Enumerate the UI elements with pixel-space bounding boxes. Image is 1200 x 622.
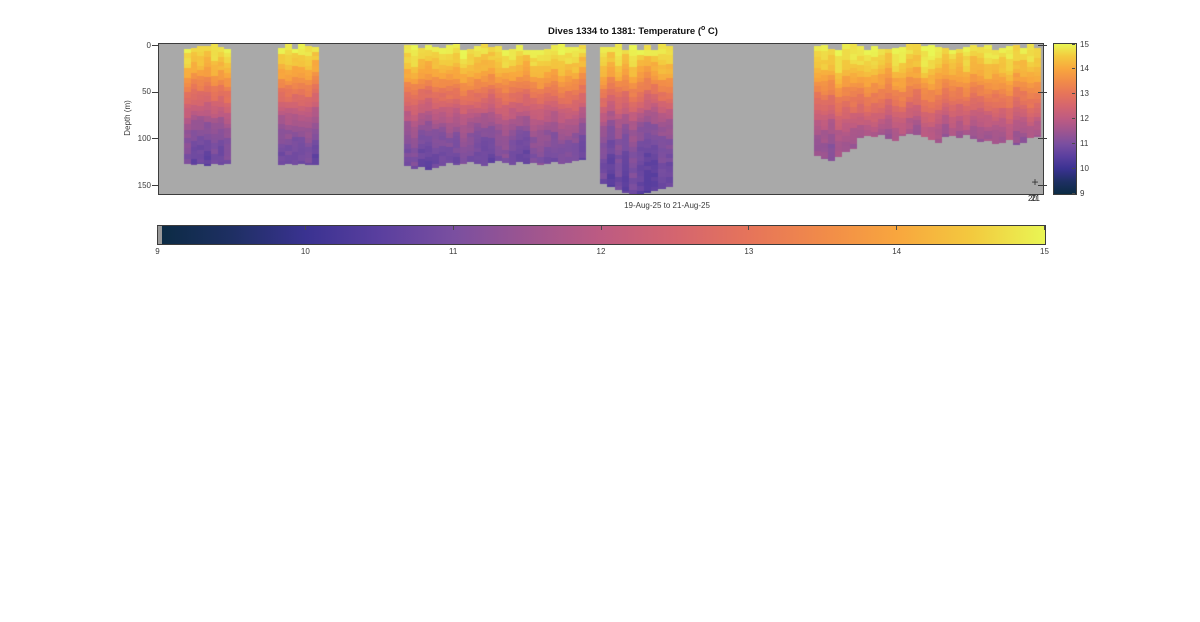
degree-superscript: o xyxy=(701,25,706,32)
colorbar-v-tick-10 xyxy=(1072,167,1075,169)
colorbar-v-label-9: 9 xyxy=(1080,188,1085,198)
colorbar-h-label-15: 15 xyxy=(1040,247,1049,256)
colorbar-h-label-13: 13 xyxy=(744,247,754,256)
plot-title-suffix: C) xyxy=(705,26,718,38)
colorbar-v-label-10: 10 xyxy=(1080,163,1089,173)
colorbar-h-tick-9 xyxy=(157,226,158,230)
y-tick-mark-100 xyxy=(152,138,158,140)
colorbar-h-tick-14 xyxy=(896,226,898,230)
plot-title: Dives 1334 to 1381: Temperature (o C) xyxy=(433,25,833,37)
right-tick-mark-100 xyxy=(1038,138,1047,140)
x-tick-label-21: 21 xyxy=(1031,194,1040,203)
y-tick-label-0: 0 xyxy=(146,40,151,50)
colorbar-under-range-segment xyxy=(158,226,162,244)
colorbar-v-tick-14 xyxy=(1072,68,1075,70)
x-axis-label: 19-Aug-25 to 21-Aug-25 xyxy=(624,201,710,210)
colorbar-vertical xyxy=(1053,43,1077,195)
y-tick-mark-0 xyxy=(152,45,158,46)
crosshair-marker: + xyxy=(1031,175,1039,189)
right-tick-mark-150 xyxy=(1038,185,1047,187)
colorbar-h-tick-15 xyxy=(1044,226,1045,230)
colorbar-h-tick-12 xyxy=(600,226,602,230)
y-tick-label-100: 100 xyxy=(137,133,151,143)
colorbar-h-label-12: 12 xyxy=(596,247,606,256)
y-tick-label-50: 50 xyxy=(142,87,151,97)
colorbar-h-label-9: 9 xyxy=(155,247,160,256)
y-tick-mark-50 xyxy=(152,91,158,93)
colorbar-h-tick-11 xyxy=(452,226,454,230)
colorbar-v-tick-15 xyxy=(1072,43,1075,45)
plot-axes xyxy=(158,43,1044,195)
colorbar-h-label-14: 14 xyxy=(892,247,902,256)
y-tick-label-150: 150 xyxy=(137,180,151,190)
temperature-heatmap[interactable] xyxy=(159,44,1043,194)
colorbar-v-label-12: 12 xyxy=(1080,114,1089,123)
colorbar-v-tick-11 xyxy=(1072,142,1075,144)
colorbar-v-label-15: 15 xyxy=(1080,39,1089,49)
plot-title-text: Dives 1334 to 1381: Temperature ( xyxy=(548,26,701,38)
y-tick-mark-150 xyxy=(152,185,158,187)
colorbar-v-label-14: 14 xyxy=(1080,64,1089,74)
right-tick-mark-0 xyxy=(1038,45,1047,46)
colorbar-v-tick-9 xyxy=(1072,192,1075,194)
colorbar-h-label-11: 11 xyxy=(449,247,458,256)
x-tick-label-20: 20 xyxy=(1028,194,1037,203)
x-axis-end-tick-labels: 20 21 xyxy=(1024,194,1050,204)
colorbar-v-label-13: 13 xyxy=(1080,89,1089,99)
right-tick-mark-50 xyxy=(1038,91,1047,93)
colorbar-h-tick-10 xyxy=(304,226,306,230)
colorbar-v-tick-13 xyxy=(1072,93,1075,95)
colorbar-h-tick-13 xyxy=(748,226,750,230)
colorbar-v-tick-12 xyxy=(1072,118,1075,119)
colorbar-horizontal xyxy=(157,225,1046,245)
colorbar-v-label-11: 11 xyxy=(1080,138,1089,148)
colorbar-h-label-10: 10 xyxy=(300,247,310,256)
